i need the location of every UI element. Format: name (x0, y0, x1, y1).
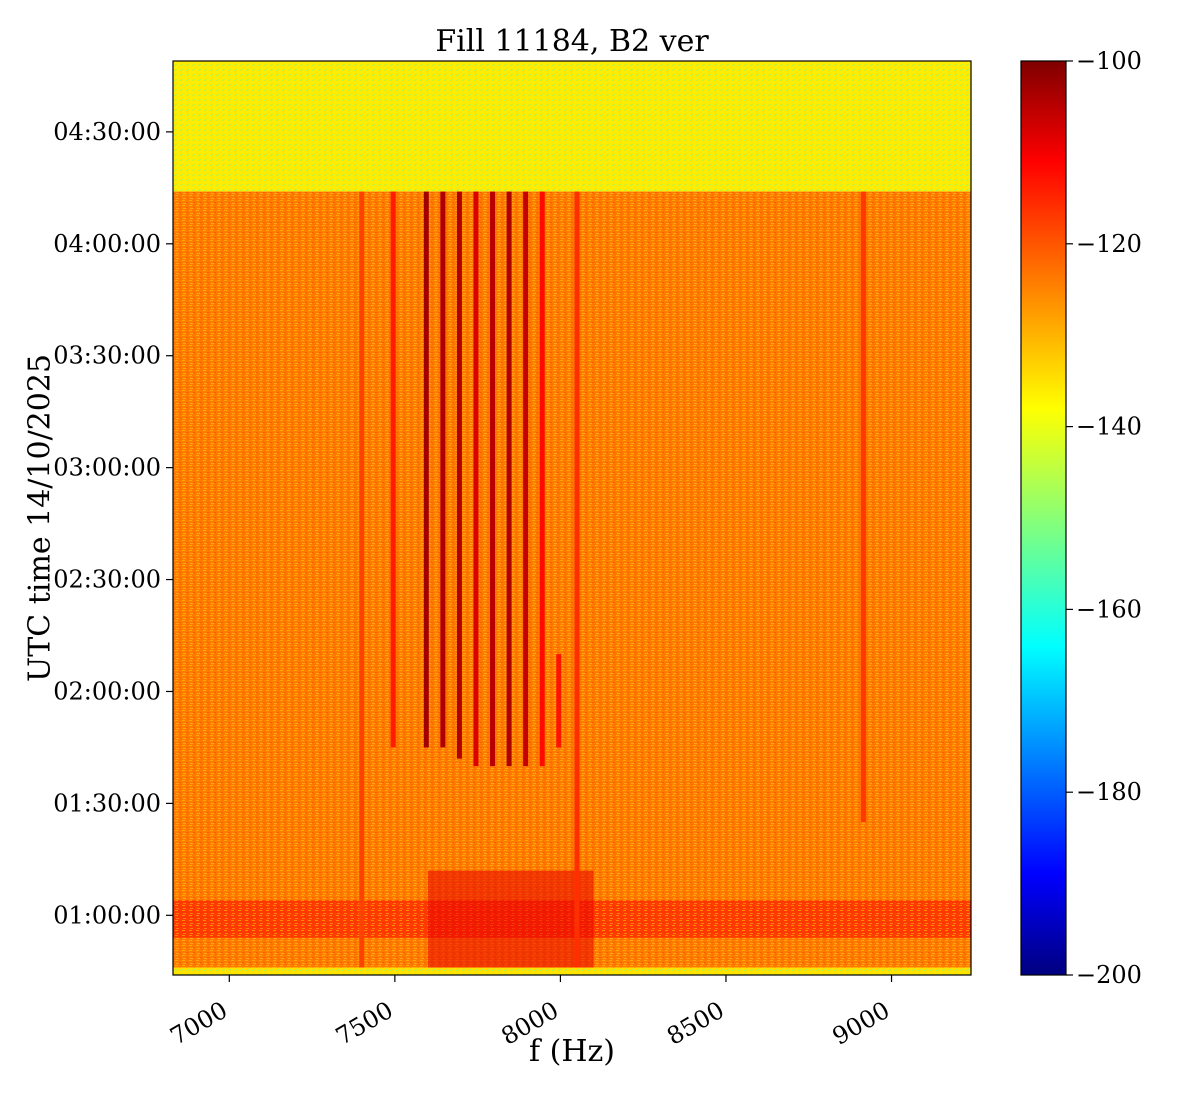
spectral-line-7945 (539, 191, 545, 767)
y-axis-label: UTC time 14/10/2025 (22, 353, 58, 683)
cbar-tick-label--160: −160 (1076, 595, 1142, 623)
cbar-tick-label--120: −120 (1076, 230, 1142, 258)
region-noise-0 (173, 61, 971, 192)
colorbar (1020, 60, 1067, 976)
spectral-line-7745 (473, 191, 479, 767)
spectral-line-7795 (490, 191, 496, 767)
y-axis: 01:00:00 01:30:00 02:00:00 02:30:00 03:00:00… (53, 118, 173, 929)
x-axis-label: f (Hz) (528, 1034, 615, 1069)
y-tick-label-04:00:00: 04:00:00 (53, 230, 161, 258)
hotspot (427, 870, 594, 968)
spectral-line-7645 (440, 191, 446, 748)
spectral-line-7595 (423, 191, 429, 748)
y-tick-label-01:30:00: 01:30:00 (53, 789, 161, 817)
spectral-line-7895 (523, 191, 529, 767)
plot-frame (172, 60, 972, 976)
y-tick-label-04:30:00: 04:30:00 (53, 118, 161, 146)
spectral-line-8050 (574, 191, 580, 968)
y-tick-label-01:00:00: 01:00:00 (53, 901, 161, 929)
chart-title: Fill 11184, B2 ver (435, 24, 709, 59)
y-tick-label-02:30:00: 02:30:00 (53, 566, 161, 594)
cbar-tick-label--140: −140 (1076, 413, 1142, 441)
spectral-line-7695 (456, 191, 462, 759)
cbar-tick-label--180: −180 (1076, 778, 1142, 806)
y-tick-label-03:00:00: 03:00:00 (53, 454, 161, 482)
spectral-line-7495 (390, 191, 396, 748)
plot-area (173, 61, 971, 975)
spectral-line-8915 (860, 191, 866, 823)
y-tick-label-02:00:00: 02:00:00 (53, 677, 161, 705)
spectral-line-7995 (556, 654, 562, 748)
spectral-line-7400 (359, 191, 365, 968)
y-tick-label-03:30:00: 03:30:00 (53, 342, 161, 370)
colorbar-axis: −100 −120 −140 −160 −180 −200 (1066, 47, 1142, 989)
region-noise-1 (173, 191, 971, 968)
region-noise-2 (173, 967, 971, 975)
cbar-tick-label--200: −200 (1076, 961, 1142, 989)
spectral-line-7845 (506, 191, 512, 767)
cbar-tick-label--100: −100 (1076, 47, 1142, 75)
